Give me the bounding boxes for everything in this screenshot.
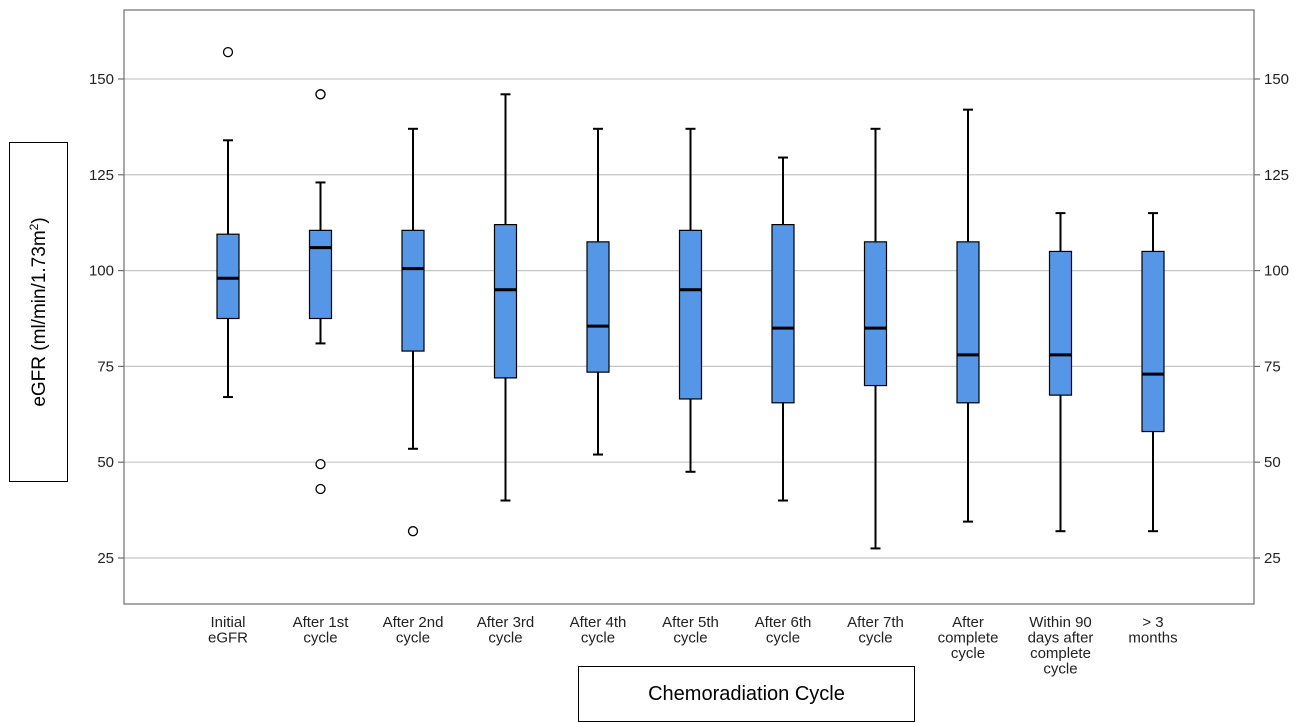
y-tick-label-left: 50 <box>97 454 114 471</box>
y-axis-label-main: eGFR (ml/min/1.73m <box>28 230 50 407</box>
iqr-box <box>493 224 518 379</box>
y-tick-label-right: 125 <box>1264 167 1289 184</box>
x-axis-label-box: Chemoradiation Cycle <box>578 666 915 722</box>
x-category-label: Within 90 <box>1029 614 1092 631</box>
x-category-label: cycle <box>766 630 800 647</box>
x-category-label: After 7th <box>847 614 904 631</box>
x-category-label: After 5th <box>662 614 719 631</box>
y-tick-label-left: 25 <box>97 550 114 567</box>
y-axis-label-superscript: 2 <box>26 223 41 231</box>
box-group <box>956 108 980 523</box>
x-category-label: > 3 <box>1142 614 1163 631</box>
x-category-label: After <box>952 614 984 631</box>
x-category-label: cycle <box>396 630 430 647</box>
x-category-label: complete <box>1030 645 1091 662</box>
iqr-box <box>586 241 610 373</box>
y-tick-label-left: 125 <box>89 167 114 184</box>
iqr-box <box>401 229 425 352</box>
x-category-label: After 4th <box>570 614 627 631</box>
iqr-box <box>863 241 888 387</box>
x-category-label: cycle <box>1043 661 1077 678</box>
y-axis-right: 25 50 75 100 125 150 <box>1254 71 1289 567</box>
x-category-label: Initial <box>210 614 245 631</box>
outlier-point <box>407 526 419 537</box>
y-axis-label-box: eGFR (ml/min/1.73m2) <box>9 142 68 482</box>
x-category-label: cycle <box>303 630 337 647</box>
box-group <box>678 127 703 473</box>
x-category-label: months <box>1128 630 1177 647</box>
x-category-label: cycle <box>951 645 985 662</box>
iqr-box <box>956 241 980 404</box>
x-category-label: days after <box>1028 630 1094 647</box>
y-tick-label-right: 75 <box>1264 358 1281 375</box>
iqr-box <box>1141 250 1165 433</box>
y-tick-label-left: 150 <box>89 71 114 88</box>
x-category-label: After 2nd <box>383 614 444 631</box>
y-tick-label-right: 25 <box>1264 550 1281 567</box>
x-category-label: cycle <box>581 630 615 647</box>
box-group <box>863 127 888 550</box>
y-axis-label-close: ) <box>28 217 50 224</box>
box-group <box>1048 212 1073 533</box>
box-group <box>1141 212 1165 533</box>
x-category-label: After 1st <box>293 614 350 631</box>
iqr-box <box>771 224 795 404</box>
y-tick-label-left: 100 <box>89 263 114 280</box>
box-group <box>771 156 795 502</box>
x-category-label: cycle <box>488 630 522 647</box>
box-group <box>401 127 425 537</box>
x-axis-label: Chemoradiation Cycle <box>648 682 845 705</box>
x-category-label: complete <box>938 630 999 647</box>
y-tick-label-right: 100 <box>1264 263 1289 280</box>
iqr-box <box>216 233 240 320</box>
y-axis-left: 25 50 75 100 125 150 <box>89 71 124 567</box>
x-category-label: eGFR <box>208 630 248 647</box>
iqr-box <box>1048 250 1073 396</box>
plot-frame <box>123 9 1255 605</box>
x-category-label: cycle <box>858 630 892 647</box>
y-tick-label-left: 75 <box>97 358 114 375</box>
y-tick-label-right: 50 <box>1264 454 1281 471</box>
iqr-box <box>308 229 333 320</box>
x-category-label: After 6th <box>755 614 812 631</box>
box-group <box>586 127 610 456</box>
y-tick-label-right: 150 <box>1264 71 1289 88</box>
outlier-point <box>315 89 326 100</box>
boxes <box>216 47 1165 550</box>
x-category-label: cycle <box>673 630 707 647</box>
outlier-point <box>315 458 326 470</box>
outlier-point <box>222 47 234 58</box>
box-group <box>216 47 240 399</box>
box-group <box>493 93 518 502</box>
x-category-label: After 3rd <box>477 614 535 631</box>
outlier-point <box>315 483 326 495</box>
y-axis-label: eGFR (ml/min/1.73m2) <box>26 217 50 406</box>
box-group <box>308 89 333 495</box>
iqr-box <box>678 229 703 400</box>
